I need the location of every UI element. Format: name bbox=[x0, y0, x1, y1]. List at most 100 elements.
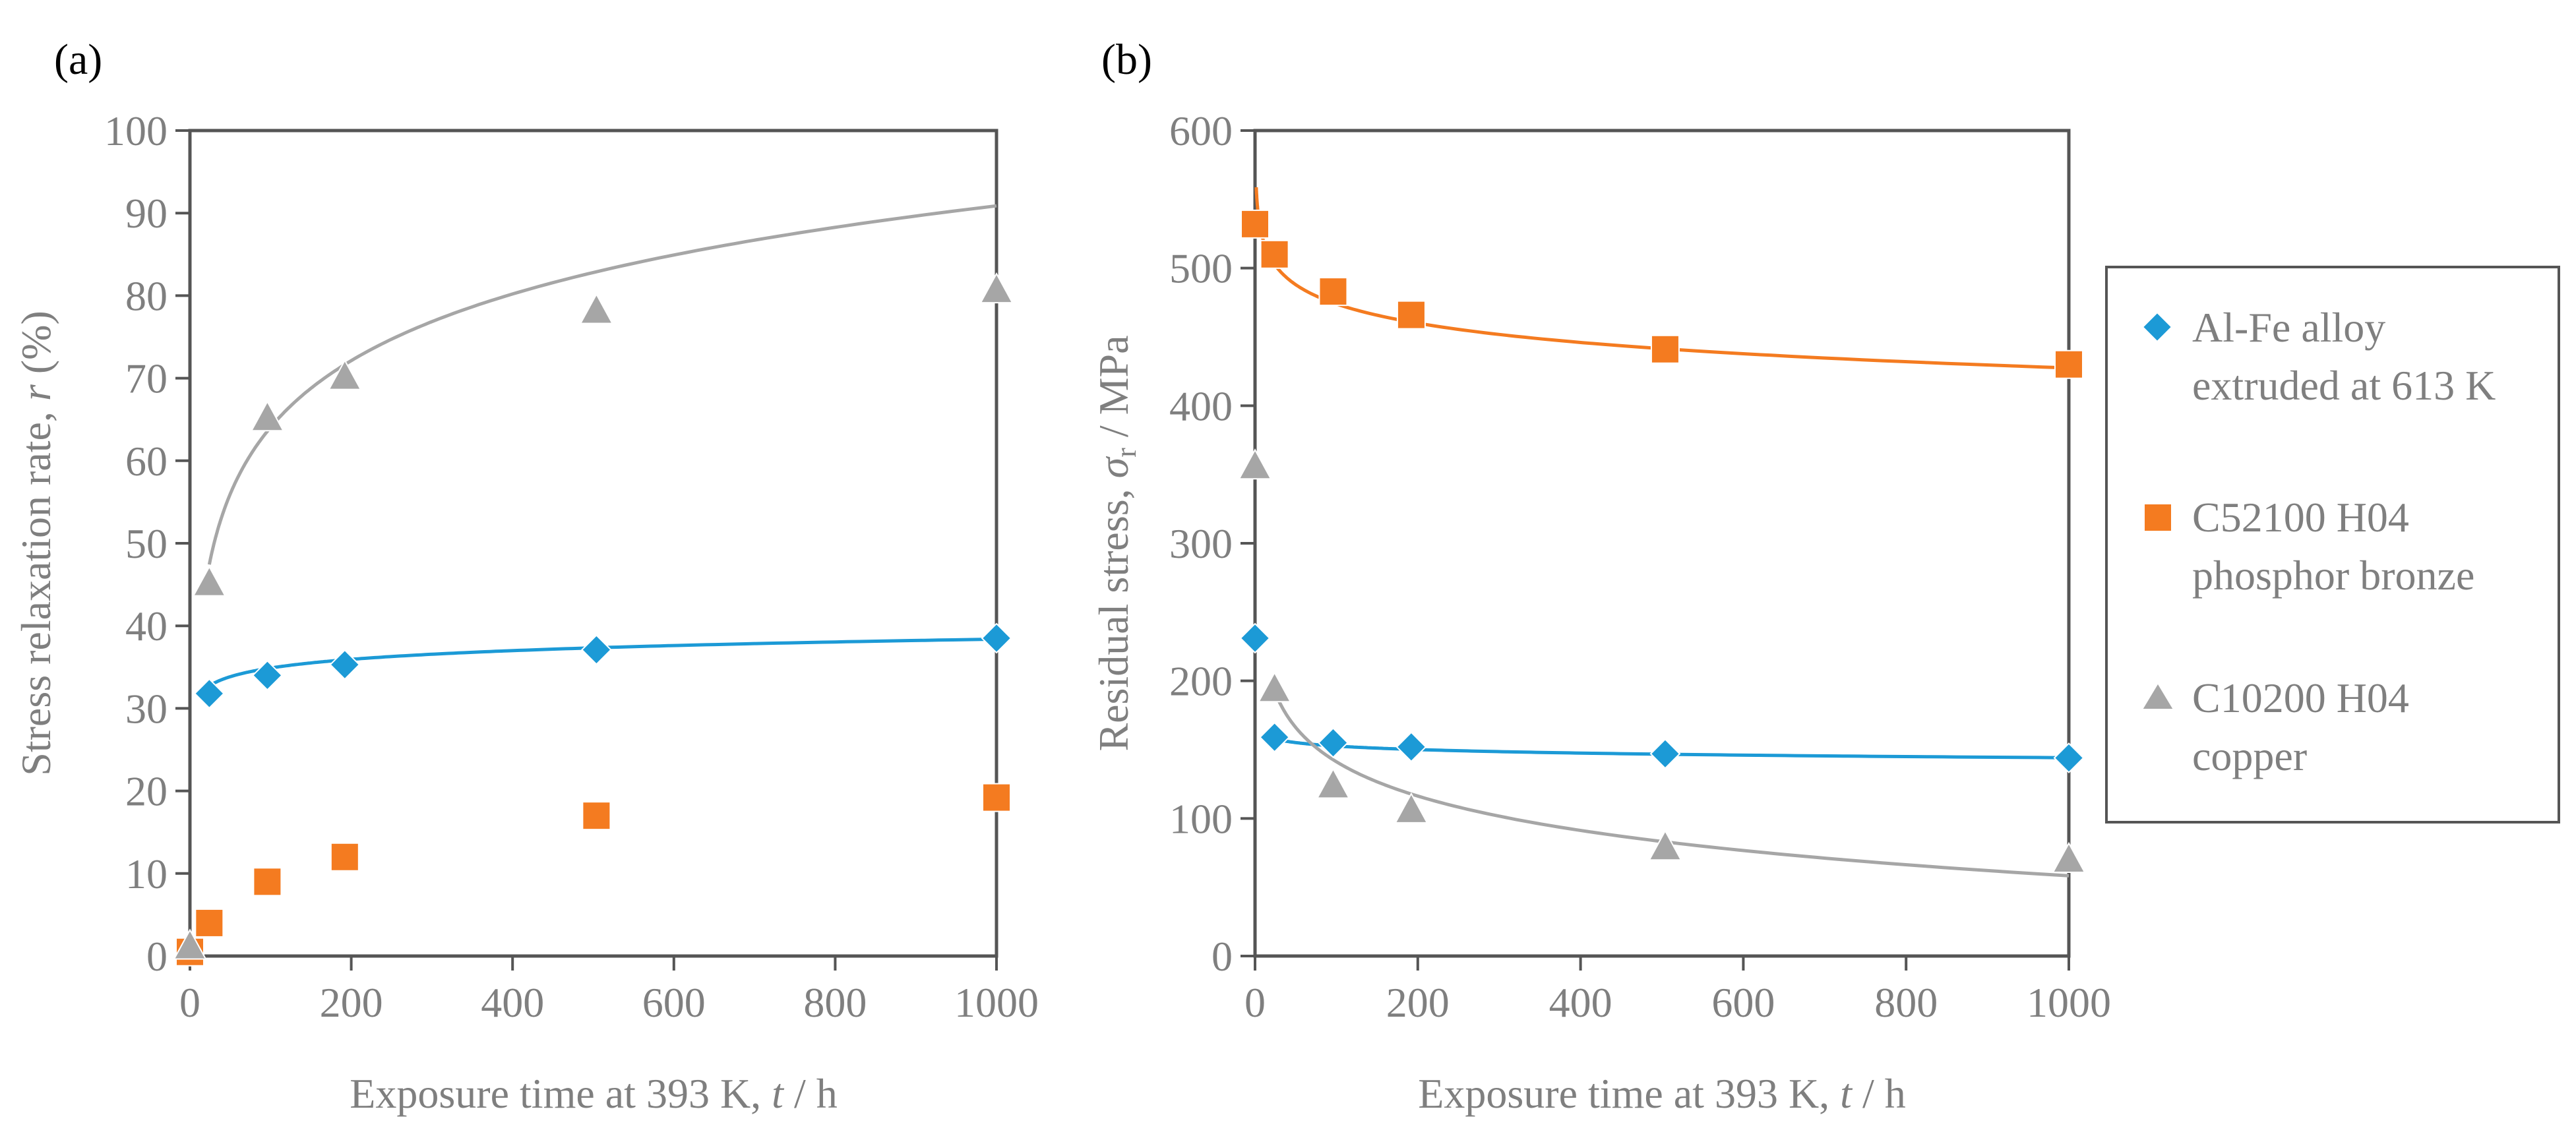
panel-a-x-ticks: 0 200 400 600 800 1000 bbox=[179, 956, 1039, 1026]
legend-item-c10200-line1: C10200 H04 bbox=[2192, 674, 2409, 721]
data-point-series-1 bbox=[1239, 622, 1271, 654]
x-tick-label: 0 bbox=[1244, 979, 1266, 1026]
panel-a-y-axis-label: Stress relaxation rate, bbox=[13, 401, 59, 776]
data-point-series-1 bbox=[329, 649, 361, 680]
x-tick-label: 0 bbox=[179, 979, 200, 1026]
panel-b-y-ticks: 0 100 200 300 400 500 600 bbox=[1169, 107, 1255, 980]
panel-a-plot-area bbox=[188, 129, 998, 958]
panel-b-x-axis-variable: t bbox=[1840, 1070, 1853, 1117]
data-point-series-3 bbox=[328, 359, 362, 390]
legend-item-al-fe-line2: extruded at 613 K bbox=[2192, 362, 2496, 409]
y-tick-label: 0 bbox=[1211, 933, 1233, 980]
data-point-series-2 bbox=[1241, 209, 1270, 239]
x-tick-label: 600 bbox=[1711, 979, 1775, 1026]
y-tick-label: 600 bbox=[1169, 107, 1233, 154]
panel-a-x-axis-unit: / h bbox=[783, 1070, 838, 1117]
data-point-series-3 bbox=[979, 272, 1014, 304]
panel-a-y-ticks: 0 10 20 30 40 50 60 70 80 90 100 bbox=[104, 107, 190, 980]
x-tick-label: 1000 bbox=[954, 979, 1039, 1026]
panel-b-x-ticks: 0 200 400 600 800 1000 bbox=[1244, 956, 2111, 1026]
panel-a-x-axis-title: Exposure time at 393 K, t / h bbox=[350, 1070, 837, 1117]
panel-a-y-axis-variable: r bbox=[13, 384, 59, 401]
panel-b-x-axis-title: Exposure time at 393 K, t / h bbox=[1418, 1070, 1905, 1117]
y-tick-label: 500 bbox=[1169, 245, 1233, 292]
x-tick-label: 800 bbox=[1874, 979, 1938, 1026]
y-tick-label: 80 bbox=[125, 272, 168, 319]
panel-a-y-axis-unit: (%) bbox=[13, 311, 59, 384]
data-point-series-3 bbox=[1648, 829, 1682, 861]
y-tick-label: 400 bbox=[1169, 382, 1233, 429]
data-point-series-2 bbox=[1318, 277, 1348, 307]
data-point-series-3 bbox=[250, 400, 285, 432]
data-point-series-1 bbox=[1649, 738, 1681, 769]
legend-item-al-fe-line1: Al-Fe alloy bbox=[2192, 304, 2385, 351]
fit-curve-series-1 bbox=[208, 637, 997, 688]
panel-b-plot-area bbox=[1253, 129, 2071, 958]
legend: Al-Fe alloy extruded at 613 K C52100 H04… bbox=[2105, 266, 2560, 824]
y-tick-label: 0 bbox=[146, 933, 168, 980]
data-point-series-2 bbox=[2054, 349, 2083, 379]
panel-b-x-axis-label: Exposure time at 393 K, bbox=[1418, 1070, 1840, 1117]
data-point-series-2 bbox=[982, 783, 1011, 812]
data-point-series-2 bbox=[195, 908, 224, 938]
data-point-series-3 bbox=[1238, 448, 1272, 480]
data-point-series-1 bbox=[2053, 742, 2085, 773]
legend-box bbox=[2105, 266, 2560, 824]
fit-curve-series-3 bbox=[1273, 690, 2070, 878]
data-point-series-2 bbox=[582, 801, 611, 831]
x-tick-label: 800 bbox=[803, 979, 867, 1026]
x-tick-label: 600 bbox=[642, 979, 706, 1026]
data-point-series-2 bbox=[253, 867, 282, 897]
data-point-series-1 bbox=[1318, 727, 1349, 758]
data-point-series-2 bbox=[1650, 334, 1680, 364]
x-tick-label: 400 bbox=[481, 979, 544, 1026]
panel-a-data-points bbox=[173, 272, 1014, 967]
data-point-series-1 bbox=[193, 678, 225, 709]
y-tick-label: 60 bbox=[125, 438, 168, 485]
data-point-series-3 bbox=[192, 565, 227, 597]
panel-b-data-points bbox=[1238, 209, 2086, 874]
panel-b-x-axis-unit: / h bbox=[1852, 1070, 1906, 1117]
y-tick-label: 20 bbox=[125, 768, 168, 815]
panel-b-y-axis-title: Residual stress, σr / MPa bbox=[1090, 335, 1142, 751]
data-point-series-3 bbox=[579, 293, 614, 324]
data-point-series-2 bbox=[1396, 300, 1426, 330]
legend-item-c52100-line2: phosphor bronze bbox=[2192, 552, 2474, 599]
data-point-series-1 bbox=[580, 634, 612, 665]
panel-b-y-axis-variable: σ bbox=[1090, 456, 1137, 478]
legend-diamond-marker bbox=[2141, 311, 2173, 343]
data-point-series-1 bbox=[1259, 721, 1291, 753]
legend-item-c10200: C10200 H04 copper bbox=[2141, 674, 2409, 779]
panel-b-y-axis-label: Residual stress, bbox=[1090, 478, 1137, 751]
data-point-series-3 bbox=[2052, 841, 2086, 874]
panel-a-y-axis-title: Stress relaxation rate, r (%) bbox=[13, 311, 59, 776]
data-point-series-3 bbox=[1316, 767, 1351, 799]
data-point-series-3 bbox=[1257, 671, 1292, 703]
x-tick-label: 400 bbox=[1549, 979, 1612, 1026]
panel-a-fit-curves bbox=[207, 204, 997, 688]
y-tick-label: 30 bbox=[125, 685, 168, 732]
panel-a-label: (a) bbox=[54, 36, 102, 84]
panel-b-y-axis-unit: / MPa bbox=[1090, 335, 1137, 448]
x-tick-label: 200 bbox=[320, 979, 383, 1026]
data-point-series-1 bbox=[981, 622, 1012, 654]
y-tick-label: 90 bbox=[125, 190, 168, 237]
legend-triangle-marker bbox=[2141, 682, 2175, 710]
panel-b-y-axis-subscript: r bbox=[1110, 448, 1142, 458]
legend-item-c52100: C52100 H04 phosphor bronze bbox=[2143, 494, 2474, 599]
fit-curve-series-3 bbox=[207, 204, 997, 565]
data-point-series-1 bbox=[1395, 731, 1427, 763]
panel-a: (a) 0 10 20 30 40 50 60 70 80 90 100 0 200 400 600 800… bbox=[13, 36, 1039, 1117]
y-tick-label: 70 bbox=[125, 355, 168, 402]
legend-square-marker bbox=[2143, 503, 2172, 532]
y-tick-label: 10 bbox=[125, 851, 168, 897]
y-tick-label: 100 bbox=[1169, 795, 1233, 842]
x-tick-label: 1000 bbox=[2027, 979, 2111, 1026]
legend-item-c10200-line2: copper bbox=[2192, 733, 2307, 779]
data-point-series-3 bbox=[1394, 792, 1428, 824]
data-point-series-3 bbox=[173, 928, 207, 960]
panel-b-label: (b) bbox=[1101, 36, 1152, 84]
panel-a-x-axis-label: Exposure time at 393 K, bbox=[350, 1070, 772, 1117]
